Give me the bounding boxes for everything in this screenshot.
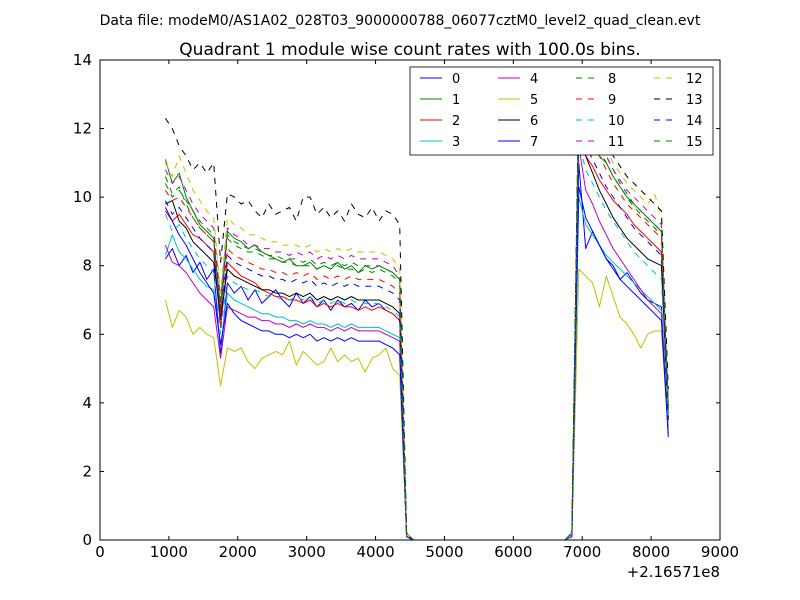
x-tick-label: 3000 [288, 543, 326, 561]
x-tick-label: 7000 [563, 543, 601, 561]
legend-label-14: 14 [686, 114, 703, 129]
y-tick-label: 2 [82, 462, 92, 480]
x-tick-label: 9000 [701, 543, 739, 561]
series-line-7 [164, 186, 669, 541]
series-line-8 [164, 90, 669, 541]
chart-title: Quadrant 1 module wise count rates with … [179, 40, 640, 60]
series-line-0 [164, 162, 669, 541]
figure-suptitle: Data file: modeM0/AS1A02_028T03_90000007… [100, 13, 701, 29]
legend-label-3: 3 [452, 135, 460, 150]
y-tick-label: 14 [73, 51, 92, 69]
legend-label-6: 6 [530, 114, 538, 129]
legend-label-5: 5 [530, 93, 538, 108]
series-line-4 [164, 145, 669, 541]
x-tick-label: 5000 [425, 543, 463, 561]
y-tick-label: 12 [73, 120, 92, 138]
x-tick-label: 4000 [356, 543, 394, 561]
legend-label-9: 9 [608, 93, 616, 108]
series-line-5 [164, 268, 669, 541]
legend-label-13: 13 [686, 93, 703, 108]
plot-area [99, 59, 721, 541]
legend-label-7: 7 [530, 135, 538, 150]
x-tick-label: 8000 [632, 543, 670, 561]
series-line-2 [164, 128, 669, 541]
x-tick-label: 0 [95, 543, 105, 561]
y-tick-label: 8 [82, 257, 92, 275]
legend-label-12: 12 [686, 72, 703, 87]
x-tick-label: 1000 [150, 543, 188, 561]
y-tick-label: 0 [82, 531, 92, 549]
series-line-10 [164, 141, 669, 541]
y-tick-label: 4 [82, 394, 92, 412]
legend-label-1: 1 [452, 93, 460, 108]
legend-label-8: 8 [608, 72, 616, 87]
legend-label-10: 10 [608, 114, 625, 129]
series-line-1 [164, 97, 669, 541]
axis-ticks: 0 1000 2000 3000 4000 5000 6000 7000 8000 9000 0 2 4… [73, 51, 739, 561]
legend-label-2: 2 [452, 114, 460, 129]
x-tick-label: 2000 [219, 543, 257, 561]
y-tick-label: 6 [82, 325, 92, 343]
legend-frame [409, 66, 714, 156]
series-line-11 [164, 93, 669, 541]
legend-label-4: 4 [530, 72, 538, 87]
x-tick-label: 6000 [494, 543, 532, 561]
legend-label-15: 15 [686, 135, 703, 150]
series-line-6 [165, 114, 669, 541]
legend-label-0: 0 [452, 72, 460, 87]
x-offset-label: +2.16571e8 [627, 563, 720, 581]
y-tick-label: 10 [73, 188, 92, 206]
legend-label-11: 11 [608, 135, 625, 150]
